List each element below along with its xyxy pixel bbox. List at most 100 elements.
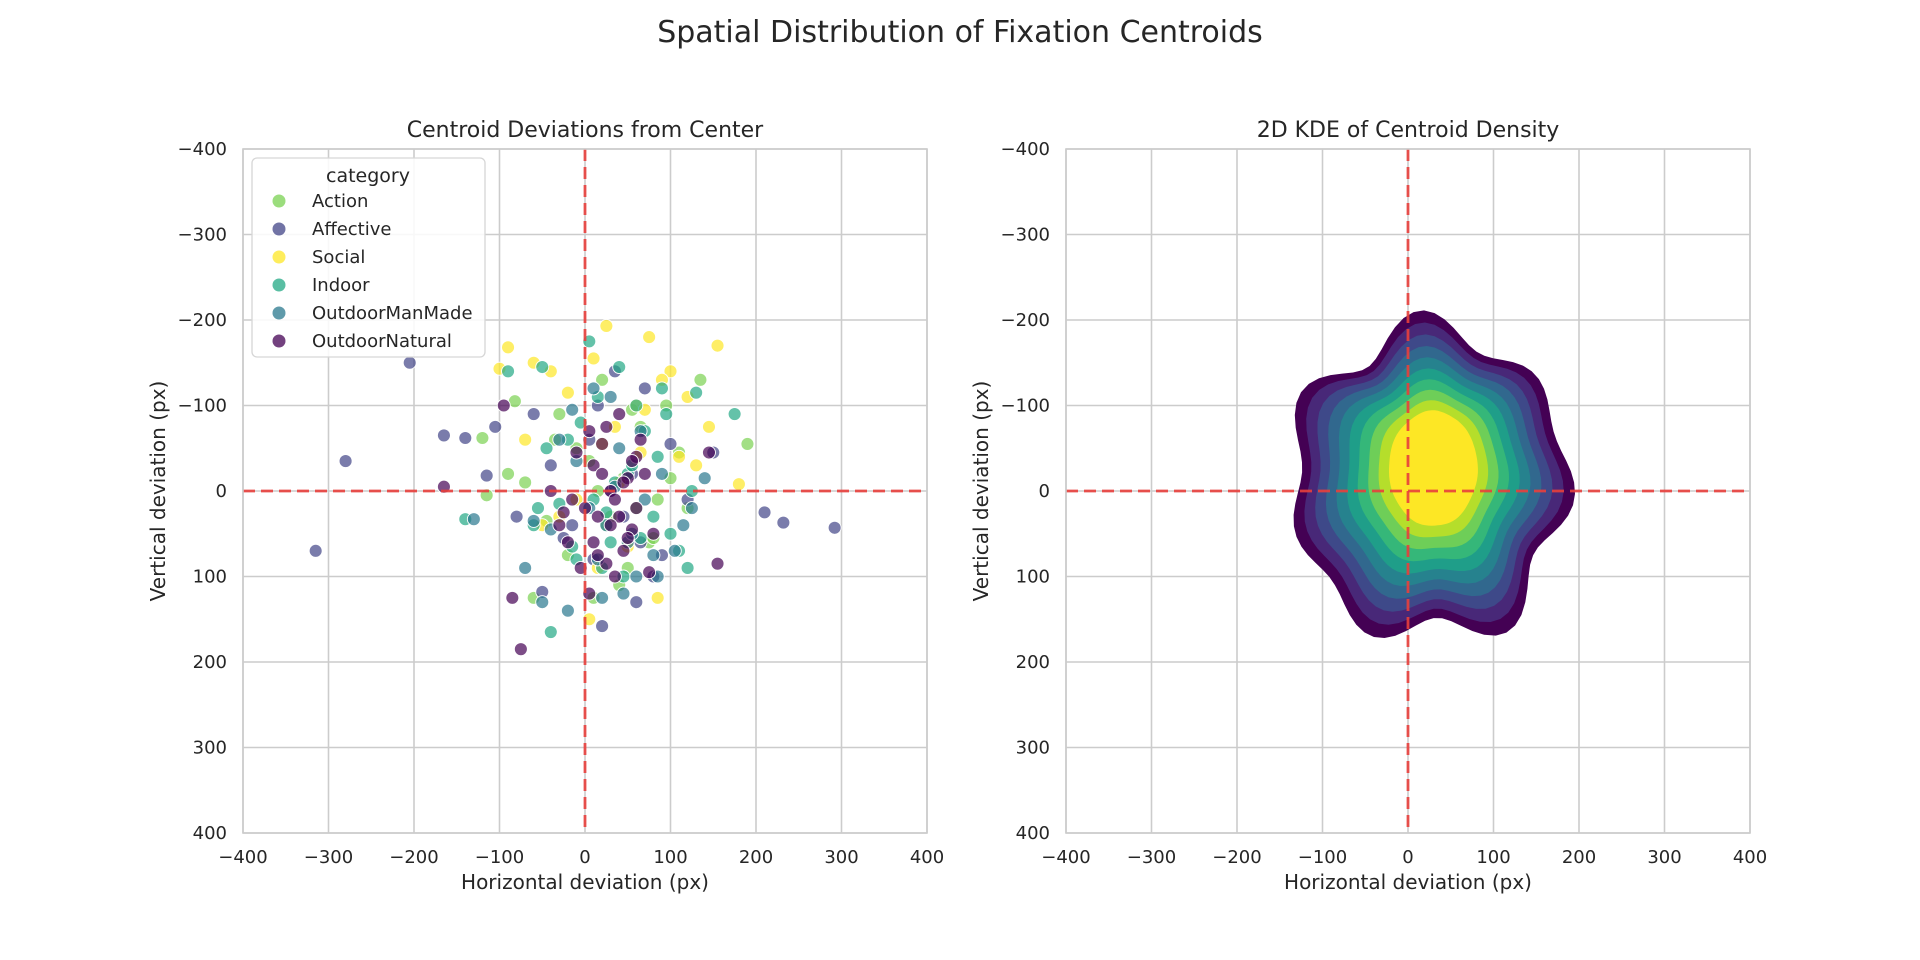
y-tick-label: 200	[1016, 652, 1050, 673]
y-tick-label: −100	[178, 396, 227, 417]
scatter-point-Indoor	[650, 449, 665, 464]
scatter-point-OutdoorManMade	[655, 466, 669, 481]
scatter-point-Indoor	[727, 407, 742, 421]
x-tick-label: −300	[1127, 847, 1176, 868]
scatter-point-OutdoorManMade	[466, 512, 481, 527]
scatter-point-OutdoorNatural	[603, 518, 618, 533]
scatter-point-OutdoorNatural	[560, 535, 575, 550]
legend-marker	[272, 250, 286, 264]
y-tick-label: 400	[1016, 823, 1050, 844]
scatter-point-Social	[650, 590, 665, 605]
scatter-point-OutdoorManMade	[535, 595, 550, 610]
scatter-point-OutdoorManMade	[684, 501, 699, 516]
x-tick-label: −100	[1298, 847, 1347, 868]
scatter-point-Indoor	[646, 509, 661, 524]
y-tick-label: 200	[193, 652, 227, 673]
legend-label: OutdoorManMade	[312, 303, 473, 324]
scatter-point-Affective	[776, 515, 791, 530]
legend-title: category	[326, 165, 410, 187]
scatter-point-Affective	[458, 431, 473, 445]
panel-title: 2D KDE of Centroid Density	[1257, 118, 1560, 143]
scatter-point-OutdoorManMade	[586, 381, 601, 396]
scatter-point-OutdoorNatural	[586, 535, 601, 550]
scatter-point-OutdoorNatural	[607, 569, 622, 584]
x-tick-label: 200	[739, 847, 773, 868]
scatter-point-Indoor	[629, 398, 644, 413]
scatter-point-OutdoorManMade	[697, 471, 712, 486]
scatter-point-OutdoorManMade	[629, 569, 644, 584]
scatter-point-OutdoorManMade	[526, 513, 541, 528]
scatter-point-OutdoorManMade	[646, 548, 661, 563]
scatter-point-Social	[560, 385, 575, 400]
legend-label: Action	[312, 191, 368, 212]
scatter-point-Affective	[757, 505, 772, 520]
scatter-point-Affective	[663, 437, 678, 451]
legend-marker	[272, 278, 286, 292]
scatter-point-OutdoorNatural	[620, 531, 635, 545]
legend-label: OutdoorNatural	[312, 331, 452, 352]
axes-frame	[242, 148, 928, 834]
scatter-point-OutdoorNatural	[625, 454, 639, 469]
legend-label: Affective	[312, 219, 391, 240]
scatter-point-Indoor	[612, 360, 627, 374]
legend-marker	[272, 334, 286, 348]
scatter-point-Indoor	[539, 441, 554, 456]
x-tick-label: 400	[1733, 847, 1767, 868]
scatter-point-Action	[552, 407, 567, 421]
scatter-point-Social	[586, 351, 601, 366]
y-tick-label: 400	[193, 823, 227, 844]
scatter-point-Indoor	[543, 625, 558, 640]
scatter-point-OutdoorManMade	[560, 603, 575, 618]
scatter-panel: −400 −300 −200 −100 0 100 200 300 400 −400 −300 −20…	[146, 118, 944, 894]
scatter-point-Affective	[526, 407, 541, 421]
x-tick-label: 300	[824, 847, 858, 868]
scatter-point-OutdoorNatural	[556, 505, 571, 520]
scatter-point-OutdoorNatural	[565, 492, 580, 507]
legend-marker	[272, 222, 286, 236]
scatter-point-Affective	[637, 381, 652, 396]
scatter-point-OutdoorNatural	[569, 445, 584, 460]
y-tick-label: 0	[1039, 481, 1050, 502]
scatter-point-Social	[642, 330, 657, 345]
x-tick-label: −200	[389, 847, 438, 868]
scatter-point-Indoor	[655, 381, 669, 396]
y-tick-label: −300	[1001, 225, 1050, 246]
legend-label: Indoor	[312, 275, 370, 296]
scatter-point-Affective	[565, 518, 580, 533]
y-axis-label: Vertical deviation (px)	[146, 381, 170, 602]
scatter-point-OutdoorManMade	[603, 390, 618, 404]
kde-contours	[1293, 310, 1575, 638]
scatter-point-Action	[501, 466, 515, 481]
scatter-point-Action	[693, 372, 708, 387]
scatter-point-Indoor	[535, 360, 550, 374]
scatter-point-OutdoorNatural	[629, 501, 644, 516]
scatter-point-Indoor	[663, 526, 678, 541]
y-tick-label: 300	[193, 738, 227, 759]
y-tick-label: −200	[1001, 310, 1050, 331]
scatter-point-Indoor	[501, 364, 515, 379]
scatter-point-Social	[663, 364, 678, 379]
scatter-point-OutdoorNatural	[612, 509, 627, 524]
y-tick-label: 100	[1016, 567, 1050, 588]
scatter-point-OutdoorNatural	[646, 526, 661, 541]
scatter-point-Social	[672, 449, 686, 464]
scatter-point-Action	[650, 492, 665, 507]
x-tick-label: 400	[910, 847, 944, 868]
scatter-point-Indoor	[680, 561, 695, 575]
scatter-point-OutdoorNatural	[595, 437, 610, 451]
figure-title: Spatial Distribution of Fixation Centroi…	[657, 15, 1263, 50]
scatter-point-Affective	[338, 454, 353, 469]
scatter-point-Action	[475, 431, 490, 445]
y-axis-label: Vertical deviation (px)	[969, 381, 993, 602]
scatter-point-OutdoorManMade	[676, 518, 691, 533]
scatter-point-Affective	[827, 520, 842, 535]
scatter-point-OutdoorManMade	[637, 492, 652, 507]
scatter-point-OutdoorNatural	[595, 466, 610, 481]
scatter-point-Affective	[629, 595, 644, 610]
y-tick-label: −200	[178, 310, 227, 331]
y-tick-label: −400	[1001, 139, 1050, 160]
scatter-point-OutdoorManMade	[565, 402, 580, 417]
scatter-point-Indoor	[689, 385, 704, 400]
x-tick-label: −200	[1212, 847, 1261, 868]
scatter-point-OutdoorNatural	[633, 432, 648, 447]
